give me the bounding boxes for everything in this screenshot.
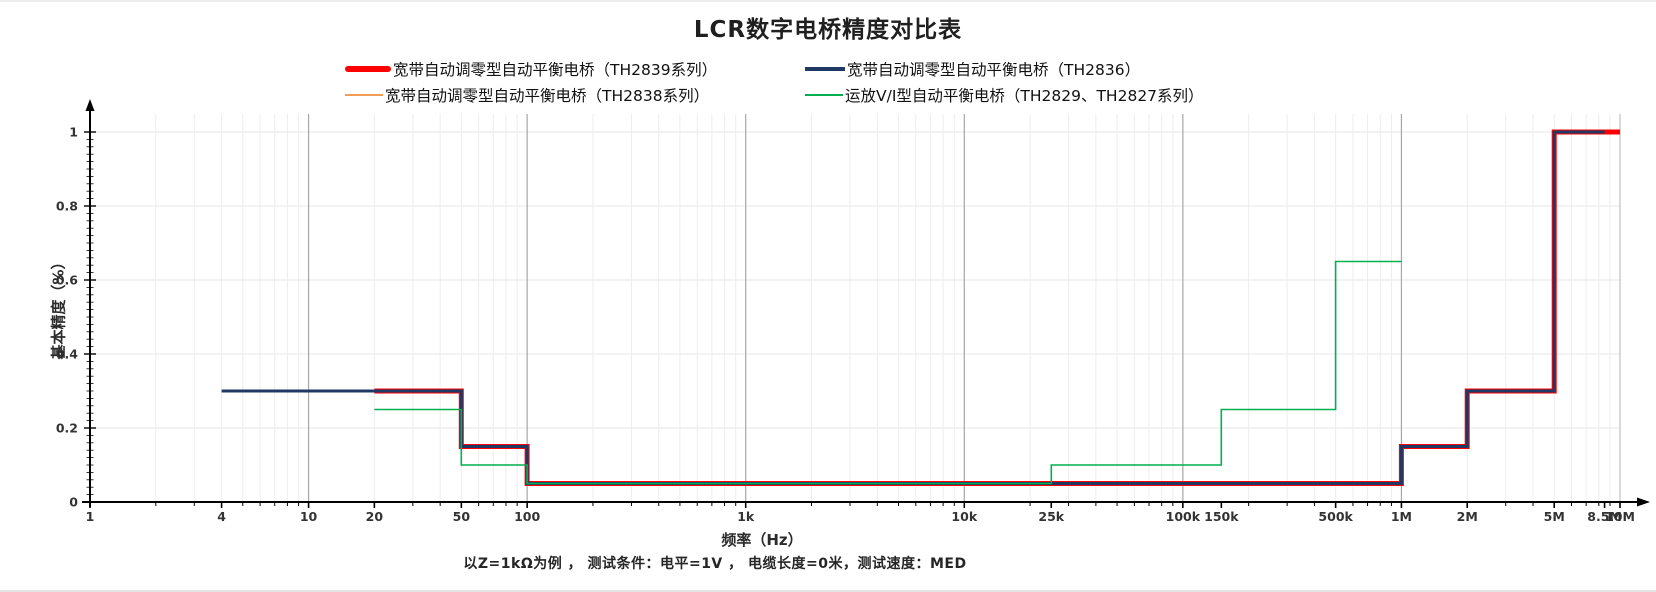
legend-swatch-th2838	[345, 94, 383, 96]
legend-label-th2829: 运放V/I型自动平衡电桥（TH2829、TH2827系列）	[845, 87, 1204, 105]
legend-label-th2836: 宽带自动调零型自动平衡电桥（TH2836）	[847, 61, 1141, 79]
x-tick-label: 1	[86, 509, 95, 524]
x-tick-label: 100k	[1166, 509, 1201, 524]
x-tick-label: 100	[514, 509, 540, 524]
y-tick-label: 0.6	[56, 273, 78, 288]
series-line-th2829	[374, 260, 1402, 485]
test-conditions-note: 以Z=1kΩ为例 ， 测试条件：电平=1V ， 电缆长度=0米，测试速度：MED	[463, 556, 967, 572]
series-lines	[221, 129, 1620, 486]
x-axis-ticks: 1 4 10 20 50 100 1k 10k 25k 100k 150k 500k 1M 2M 5M 8.5…	[86, 502, 1635, 524]
x-tick-label: 10M	[1605, 509, 1635, 524]
y-axis-arrow	[85, 99, 95, 111]
x-tick-label: 1k	[737, 509, 755, 524]
legend-swatch-th2836	[805, 67, 845, 71]
x-tick-label: 1M	[1391, 509, 1412, 524]
y-axis-ticks: 0 0.2 0.4 0.6 0.8 1	[56, 125, 96, 510]
x-tick-label: 8.5M	[1587, 509, 1622, 524]
legend-swatch-th2839	[345, 66, 391, 72]
x-tick-label: 5M	[1544, 509, 1565, 524]
y-axis-title: 基本精度（%）	[49, 254, 68, 360]
legend-item-th2839: 宽带自动调零型自动平衡电桥（TH2839系列）	[345, 58, 717, 80]
y-tick-label: 0.4	[56, 347, 78, 362]
legend-item-th2836: 宽带自动调零型自动平衡电桥（TH2836）	[805, 58, 1140, 80]
legend-label-th2838: 宽带自动调零型自动平衡电桥（TH2838系列）	[385, 87, 710, 105]
y-tick-label: 0.2	[56, 421, 78, 436]
y-tick-label: 0.8	[56, 199, 78, 214]
legend-item-th2838: 宽带自动调零型自动平衡电桥（TH2838系列）	[345, 84, 709, 106]
x-tick-label: 150k	[1204, 509, 1239, 524]
x-tick-label: 20	[366, 509, 384, 524]
x-tick-label: 50	[453, 509, 471, 524]
x-tick-label: 10	[300, 509, 318, 524]
grid-lines	[90, 114, 1621, 502]
legend-label-th2839: 宽带自动调零型自动平衡电桥（TH2839系列）	[393, 61, 718, 79]
x-tick-label: 4	[217, 509, 226, 524]
x-axis-title: 频率（Hz）	[721, 531, 803, 549]
legend-item-th2829: 运放V/I型自动平衡电桥（TH2829、TH2827系列）	[805, 84, 1204, 106]
x-axis-arrow	[1637, 497, 1650, 507]
legend: 宽带自动调零型自动平衡电桥（TH2839系列） 宽带自动调零型自动平衡电桥（TH2…	[0, 2, 1656, 112]
series-line-th2839	[374, 129, 1620, 486]
legend-swatch-th2829	[805, 94, 843, 96]
x-tick-label: 2M	[1457, 509, 1478, 524]
y-tick-label: 1	[69, 125, 78, 140]
chart-title: LCR数字电桥精度对比表	[693, 17, 963, 43]
x-tick-label: 25k	[1038, 509, 1064, 524]
y-tick-label: 0	[69, 495, 78, 510]
x-tick-label: 10k	[951, 509, 977, 524]
series-line-th2836	[221, 130, 1605, 485]
x-tick-label: 500k	[1318, 509, 1353, 524]
